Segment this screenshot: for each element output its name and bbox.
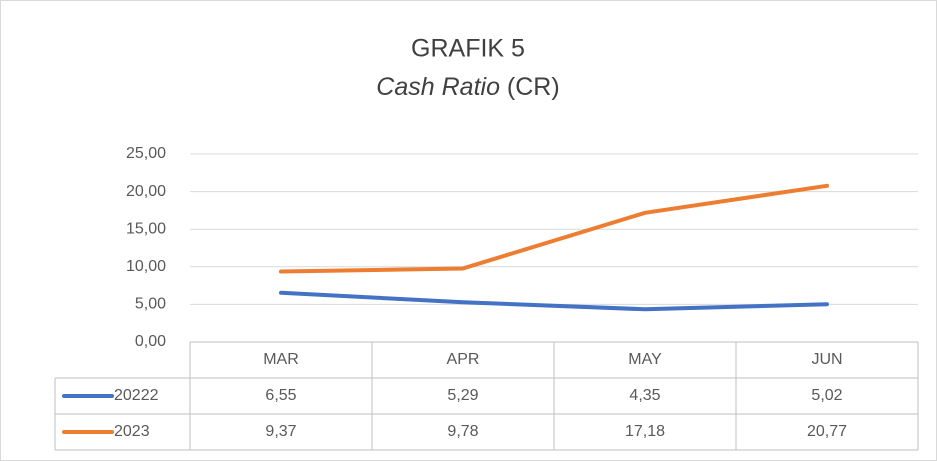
subtitle-italic: Cash Ratio [376,73,500,101]
table-value: 5,29 [447,387,478,404]
series-line [279,290,829,312]
legend-label: 2023 [114,423,150,440]
table-value: 4,35 [629,387,660,404]
x-tick-label: MAY [628,351,662,368]
y-tick-label: 5,00 [135,296,166,313]
x-tick-label: MAR [263,351,299,368]
y-tick-label: 25,00 [126,145,166,162]
x-tick-label: JUN [811,351,842,368]
table-value: 20,77 [807,423,847,440]
series-line [279,183,829,274]
x-tick-label: APR [447,351,480,368]
table-value: 17,18 [625,423,665,440]
y-tick-label: 0,00 [135,333,166,350]
table-value: 5,02 [811,387,842,404]
table-value: 9,78 [447,423,478,440]
chart-subtitle: Cash Ratio (CR) [376,73,559,101]
subtitle-normal: (CR) [507,73,560,101]
table-value: 9,37 [265,423,296,440]
legend-label: 20222 [114,387,159,404]
table-value: 6,55 [265,387,296,404]
chart-title: GRAFIK 5 [411,35,525,63]
y-tick-label: 15,00 [126,220,166,237]
y-tick-label: 10,00 [126,258,166,275]
y-tick-label: 20,00 [126,183,166,200]
